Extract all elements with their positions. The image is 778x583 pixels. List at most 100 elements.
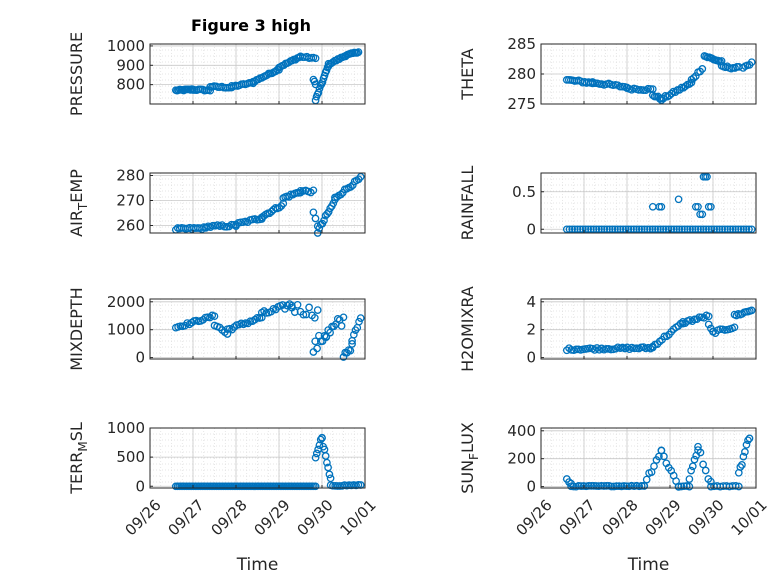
y-axis-label: PRESSURE	[67, 32, 86, 116]
subplot-rainfall: 0 0.5 RAINFALL	[458, 166, 757, 241]
data-point	[323, 458, 331, 467]
y-tick-label: 0	[526, 349, 536, 367]
data-point	[305, 303, 313, 312]
data-point	[602, 482, 611, 490]
data-point	[312, 449, 321, 458]
data-point	[206, 313, 214, 322]
y-tick-label: 500	[116, 448, 145, 466]
data-point	[584, 482, 593, 490]
data-point	[696, 448, 705, 457]
data-point	[741, 448, 749, 456]
y-tick-label: 4	[526, 293, 536, 311]
data-point	[590, 346, 599, 354]
axes-box	[540, 172, 757, 234]
y-tick-label: 260	[116, 217, 145, 235]
data-point	[630, 344, 639, 353]
y-tick-label: 280	[116, 167, 145, 185]
data-point	[689, 74, 698, 82]
y-tick-label: 800	[116, 76, 145, 94]
y-tick-label: 1000	[107, 321, 145, 339]
data-point	[671, 88, 680, 97]
y-tick-label: 285	[507, 35, 536, 53]
data-point	[339, 313, 348, 322]
data-point	[660, 452, 668, 461]
data-point	[206, 86, 215, 95]
data-point	[667, 89, 676, 98]
data-point	[642, 475, 651, 484]
y-axis-label: THETA	[458, 48, 477, 100]
y-axis-label: MIXDEPTH	[67, 287, 86, 370]
data-point	[730, 323, 739, 332]
x-axis-label: Time	[627, 555, 670, 575]
data-point	[348, 340, 356, 348]
data-point	[703, 172, 711, 181]
data-point	[716, 325, 725, 334]
data-point	[734, 482, 743, 491]
data-point	[699, 460, 707, 469]
data-point	[694, 202, 702, 211]
y-tick-label: 0	[526, 220, 536, 238]
axes-box	[149, 172, 366, 234]
data-point	[698, 65, 707, 73]
data-point	[747, 58, 756, 67]
data-point	[246, 317, 255, 326]
y-tick-label: 900	[116, 56, 145, 74]
y-tick-label: 270	[116, 192, 145, 210]
data-point	[318, 433, 326, 442]
data-point	[309, 186, 318, 195]
data-point	[311, 54, 320, 63]
data-point	[738, 461, 746, 469]
data-point	[690, 455, 699, 464]
data-point	[701, 466, 710, 475]
data-point	[346, 183, 355, 191]
subplot-h2omixra: 0 2 4 H2OMIXRA	[458, 286, 757, 372]
y-tick-label: 0	[135, 349, 145, 367]
data-point	[691, 202, 700, 211]
y-tick-label: 280	[507, 65, 536, 83]
data-point	[330, 322, 338, 331]
data-point	[677, 482, 686, 491]
data-point	[675, 86, 684, 94]
data-point	[311, 214, 320, 223]
data-point	[592, 482, 601, 490]
subplot-mixdepth: 0 1000 2000 MIXDEPTH	[67, 287, 366, 371]
data-point	[313, 344, 321, 353]
data-point	[687, 78, 696, 87]
y-axis-label: RAINFALL	[458, 166, 477, 241]
data-point	[650, 462, 658, 471]
data-point	[698, 210, 707, 219]
data-point	[290, 308, 299, 316]
data-point	[333, 482, 342, 490]
data-point	[311, 482, 320, 491]
data-point	[324, 463, 332, 472]
data-point	[257, 313, 266, 322]
data-point	[574, 482, 583, 490]
data-point	[278, 301, 287, 309]
data-point	[691, 72, 700, 80]
data-point	[346, 346, 355, 355]
axes-box	[149, 43, 366, 105]
data-point	[275, 203, 284, 212]
data-point	[313, 306, 322, 314]
data-point	[660, 332, 669, 341]
data-point	[567, 482, 575, 491]
data-point	[589, 482, 598, 490]
data-point	[314, 88, 323, 97]
y-tick-label: 200	[507, 450, 536, 468]
data-point	[707, 202, 715, 211]
axes-box	[149, 298, 366, 360]
data-point	[322, 333, 331, 341]
data-point	[600, 482, 608, 490]
y-axis-label: SUNFLUX	[458, 422, 481, 494]
y-axis-label: TERRMSL	[67, 422, 90, 495]
data-point	[296, 186, 305, 195]
data-point	[356, 314, 365, 322]
data-point	[569, 482, 578, 491]
data-point	[657, 202, 666, 211]
data-point	[293, 300, 302, 309]
figure-title: Figure 3 high	[191, 16, 311, 35]
data-point	[704, 320, 713, 329]
data-point	[704, 312, 713, 321]
data-point	[693, 315, 701, 324]
